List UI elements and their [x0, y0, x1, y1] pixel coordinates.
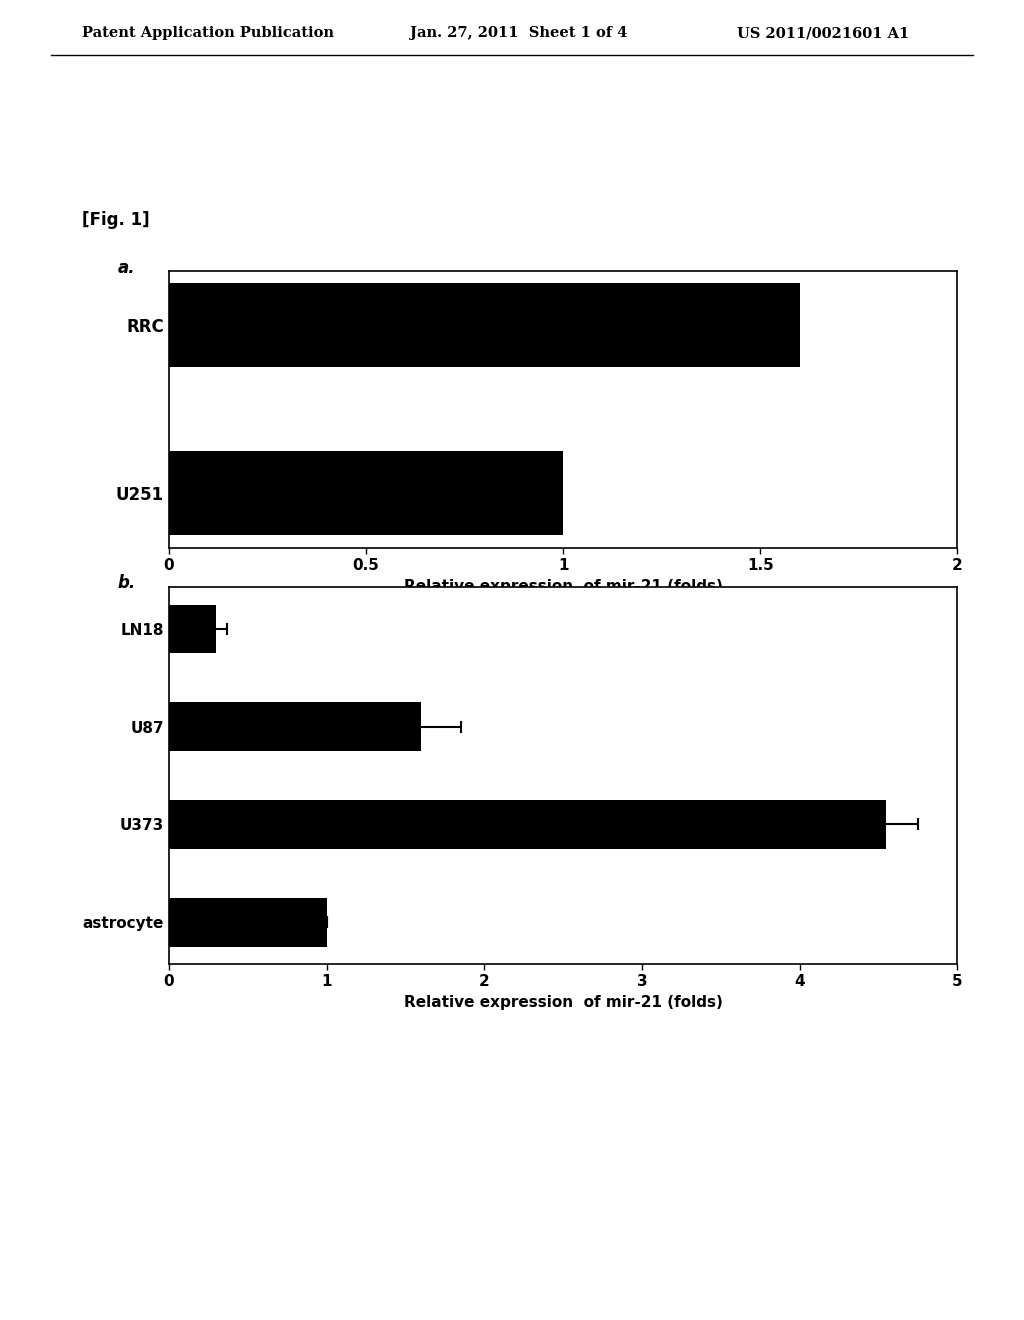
Text: US 2011/0021601 A1: US 2011/0021601 A1	[737, 26, 909, 41]
Text: a.: a.	[118, 259, 135, 277]
Text: Jan. 27, 2011  Sheet 1 of 4: Jan. 27, 2011 Sheet 1 of 4	[410, 26, 627, 41]
Bar	[169, 800, 887, 849]
Text: Patent Application Publication: Patent Application Publication	[82, 26, 334, 41]
Bar	[169, 605, 216, 653]
X-axis label: Relative expression  of mir-21 (folds): Relative expression of mir-21 (folds)	[403, 578, 723, 594]
Bar	[169, 898, 327, 946]
Bar	[169, 284, 800, 367]
Bar	[169, 451, 563, 535]
Text: b.: b.	[118, 574, 136, 593]
Bar	[169, 702, 421, 751]
Text: [Fig. 1]: [Fig. 1]	[82, 211, 150, 230]
X-axis label: Relative expression  of mir-21 (folds): Relative expression of mir-21 (folds)	[403, 994, 723, 1010]
